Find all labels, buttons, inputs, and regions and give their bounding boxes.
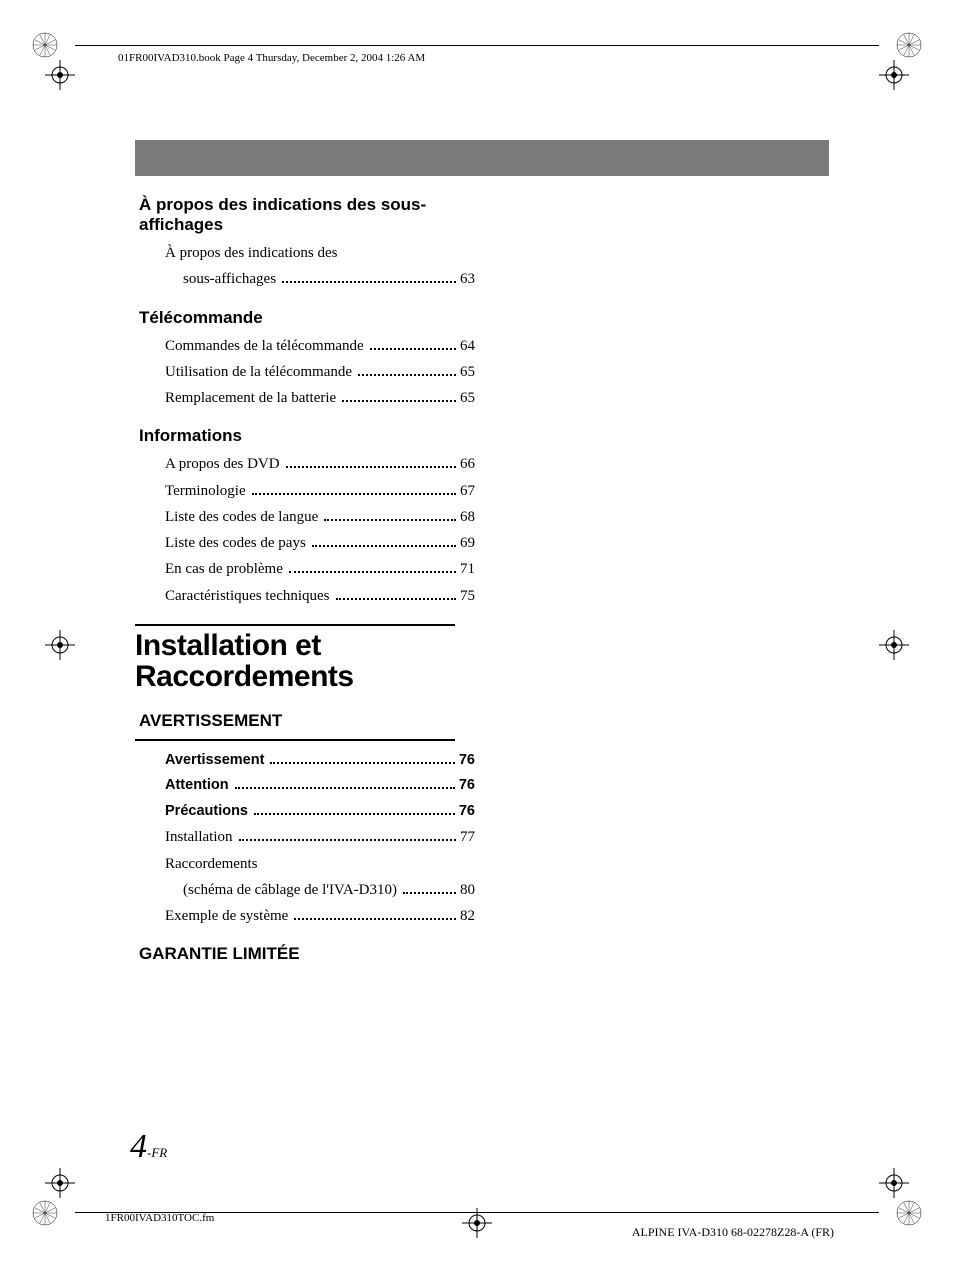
toc-label: Remplacement de la batterie: [165, 388, 336, 408]
crop-mark-icon: [894, 1198, 924, 1228]
toc-label: À propos des indications des: [165, 243, 337, 263]
crop-mark-icon: [894, 30, 924, 60]
crop-mark-icon: [30, 1198, 60, 1228]
toc-page: 68: [460, 507, 475, 527]
toc-page: 76: [459, 751, 475, 771]
toc-entry: Liste des codes de langue 68: [165, 507, 475, 527]
toc-label: Exemple de système: [165, 906, 288, 926]
toc-page: 76: [459, 802, 475, 822]
toc-label: Terminologie: [165, 481, 246, 501]
toc-entry: Utilisation de la télécommande 65: [165, 362, 475, 382]
toc-label: Liste des codes de langue: [165, 507, 318, 527]
toc-page: 82: [460, 906, 475, 926]
toc-sublabel: (schéma de câblage de l'IVA-D310): [183, 880, 397, 900]
section-title: À propos des indications des sous-affich…: [135, 195, 475, 235]
toc-page: 67: [460, 481, 475, 501]
toc-page: 65: [460, 362, 475, 382]
toc-entry: Liste des codes de pays 69: [165, 533, 475, 553]
toc-entry: Commandes de la télécommande 64: [165, 336, 475, 356]
toc-entry: Caractéristiques techniques 75: [165, 586, 475, 606]
section-title: Télécommande: [135, 308, 475, 328]
toc-page: 76: [459, 776, 475, 796]
toc-page: 71: [460, 559, 475, 579]
toc-entry: A propos des DVD 66: [165, 454, 475, 474]
toc-page: 75: [460, 586, 475, 606]
section-title: Informations: [135, 426, 475, 446]
registration-mark-icon: [879, 60, 909, 90]
toc-entry: Attention 76: [165, 776, 475, 796]
toc-label: Raccordements: [165, 854, 257, 874]
toc-label: Installation: [165, 827, 233, 847]
toc-entry: Précautions 76: [165, 802, 475, 822]
toc-page: 77: [460, 827, 475, 847]
toc-entry: En cas de problème 71: [165, 559, 475, 579]
chapter-title-line: Installation et: [135, 630, 475, 662]
toc-page: 64: [460, 336, 475, 356]
registration-mark-icon: [45, 630, 75, 660]
toc-label: Attention: [165, 776, 229, 796]
crop-mark-icon: [30, 30, 60, 60]
toc-entry: Raccordements (schéma de câblage de l'IV…: [165, 854, 475, 901]
toc-entry: À propos des indications des sous-affich…: [165, 243, 475, 290]
divider: [135, 624, 455, 626]
toc-page: 63: [460, 269, 475, 289]
toc-content: À propos des indications des sous-affich…: [135, 195, 475, 972]
toc-label: Liste des codes de pays: [165, 533, 306, 553]
toc-label: Caractéristiques techniques: [165, 586, 330, 606]
toc-page: 80: [460, 880, 475, 900]
toc-label: A propos des DVD: [165, 454, 280, 474]
registration-mark-icon: [879, 630, 909, 660]
page-number: 4-FR: [130, 1128, 167, 1166]
footer-filename: 1FR00IVAD310TOC.fm: [105, 1212, 214, 1224]
registration-mark-icon: [45, 1168, 75, 1198]
chapter-title: Installation et Raccordements: [135, 630, 475, 693]
section-title: GARANTIE LIMITÉE: [135, 944, 475, 964]
toc-page: 69: [460, 533, 475, 553]
toc-label: Utilisation de la télécommande: [165, 362, 352, 382]
toc-entry: Avertissement 76: [165, 751, 475, 771]
toc-list: Commandes de la télécommande 64 Utilisati…: [135, 336, 475, 409]
page-number-digit: 4: [130, 1128, 147, 1165]
toc-label: En cas de problème: [165, 559, 283, 579]
toc-entry: Remplacement de la batterie 65: [165, 388, 475, 408]
toc-label: Avertissement: [165, 751, 264, 771]
toc-entry: Installation 77: [165, 827, 475, 847]
footer-model: ALPINE IVA-D310 68-02278Z28-A (FR): [632, 1225, 834, 1240]
toc-list: À propos des indications des sous-affich…: [135, 243, 475, 290]
crop-line: [75, 45, 879, 46]
divider: [135, 739, 455, 741]
page-number-suffix: -FR: [147, 1145, 167, 1160]
registration-mark-icon: [45, 60, 75, 90]
masthead-text: 01FR00IVAD310.book Page 4 Thursday, Dece…: [118, 52, 425, 64]
toc-label: Commandes de la télécommande: [165, 336, 364, 356]
header-bar: [135, 140, 829, 176]
toc-page: 66: [460, 454, 475, 474]
toc-list: Avertissement 76 Attention 76 Précautions 7…: [135, 751, 475, 927]
toc-page: 65: [460, 388, 475, 408]
registration-mark-icon: [879, 1168, 909, 1198]
section-title: AVERTISSEMENT: [135, 711, 475, 731]
toc-entry: Exemple de système 82: [165, 906, 475, 926]
toc-label: Précautions: [165, 802, 248, 822]
toc-list: A propos des DVD 66 Terminologie 67 Liste …: [135, 454, 475, 606]
chapter-title-line: Raccordements: [135, 661, 475, 693]
toc-entry: Terminologie 67: [165, 481, 475, 501]
toc-sublabel: sous-affichages: [183, 269, 276, 289]
